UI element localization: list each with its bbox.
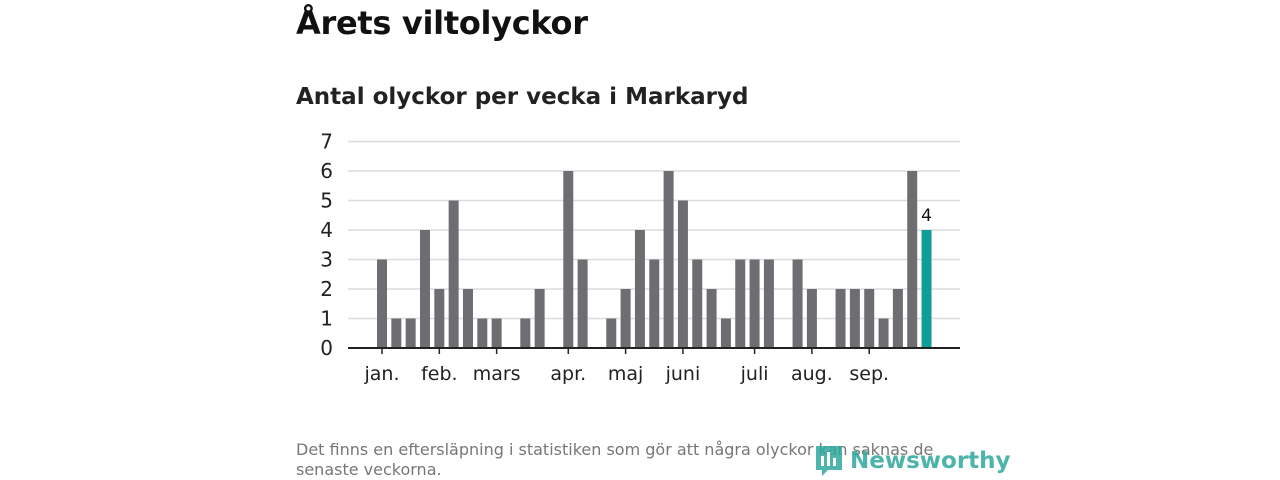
y-tick-label: 0: [320, 336, 333, 360]
bar: [477, 318, 488, 348]
bar: [849, 289, 860, 348]
y-tick-label: 5: [320, 189, 333, 213]
y-tick-label: 7: [320, 130, 333, 154]
bar: [706, 289, 717, 348]
y-tick-label: 3: [320, 248, 333, 272]
x-tick-label: feb.: [421, 363, 457, 385]
bar: [763, 259, 774, 348]
bar: [878, 318, 889, 348]
newsworthy-logo-icon: [816, 446, 842, 476]
bar: [677, 200, 688, 348]
bar: [620, 289, 631, 348]
bar: [563, 171, 574, 348]
bar: [377, 259, 387, 348]
bar: [649, 259, 660, 348]
x-tick-label: mars: [473, 363, 521, 385]
highlight-value-label: 4: [921, 206, 932, 226]
x-tick-label: jan.: [363, 363, 399, 385]
bar: [405, 318, 416, 348]
bar: [907, 171, 918, 348]
bar-highlight: [921, 230, 932, 348]
y-tick-label: 2: [320, 277, 333, 301]
bars: [377, 171, 932, 348]
chart-title: Antal olyckor per vecka i Markaryd: [296, 84, 749, 110]
bar: [419, 230, 430, 348]
brand-name: Newsworthy: [850, 448, 1011, 474]
bar: [720, 318, 731, 348]
bar: [735, 259, 746, 348]
bar: [835, 289, 846, 348]
bar: [448, 200, 459, 348]
bar: [634, 230, 645, 348]
y-tick-label: 1: [320, 307, 333, 331]
bar: [806, 289, 817, 348]
bar: [663, 171, 674, 348]
data-labels: 4: [921, 206, 932, 226]
bar: [749, 259, 760, 348]
x-tick-label: apr.: [550, 363, 586, 385]
x-tick-label: maj: [608, 363, 643, 385]
x-axis-month-labels: jan. feb. mars apr. maj juni juli aug. sep.: [363, 348, 889, 385]
bar: [391, 318, 402, 348]
bar: [462, 289, 473, 348]
bar: [864, 289, 875, 348]
bar: [534, 289, 545, 348]
bar: [491, 318, 502, 348]
footnote: Det finns en eftersläpning i statistiken…: [296, 440, 934, 479]
y-axis-ticks: 0 1 2 3 4 5 6 7: [320, 130, 333, 361]
y-tick-label: 4: [320, 218, 333, 242]
bar: [692, 259, 703, 348]
x-tick-label: juli: [740, 363, 769, 385]
x-tick-label: sep.: [849, 363, 889, 385]
bar: [577, 259, 588, 348]
bar: [520, 318, 531, 348]
page-title: Årets viltolyckor: [296, 4, 588, 42]
bar: [892, 289, 903, 348]
y-tick-label: 6: [320, 159, 333, 183]
bar: [606, 318, 617, 348]
brand-logo: Newsworthy: [814, 444, 1011, 478]
bar: [434, 289, 445, 348]
x-tick-label: juni: [665, 363, 701, 385]
bar: [792, 259, 803, 348]
x-tick-label: aug.: [791, 363, 833, 385]
